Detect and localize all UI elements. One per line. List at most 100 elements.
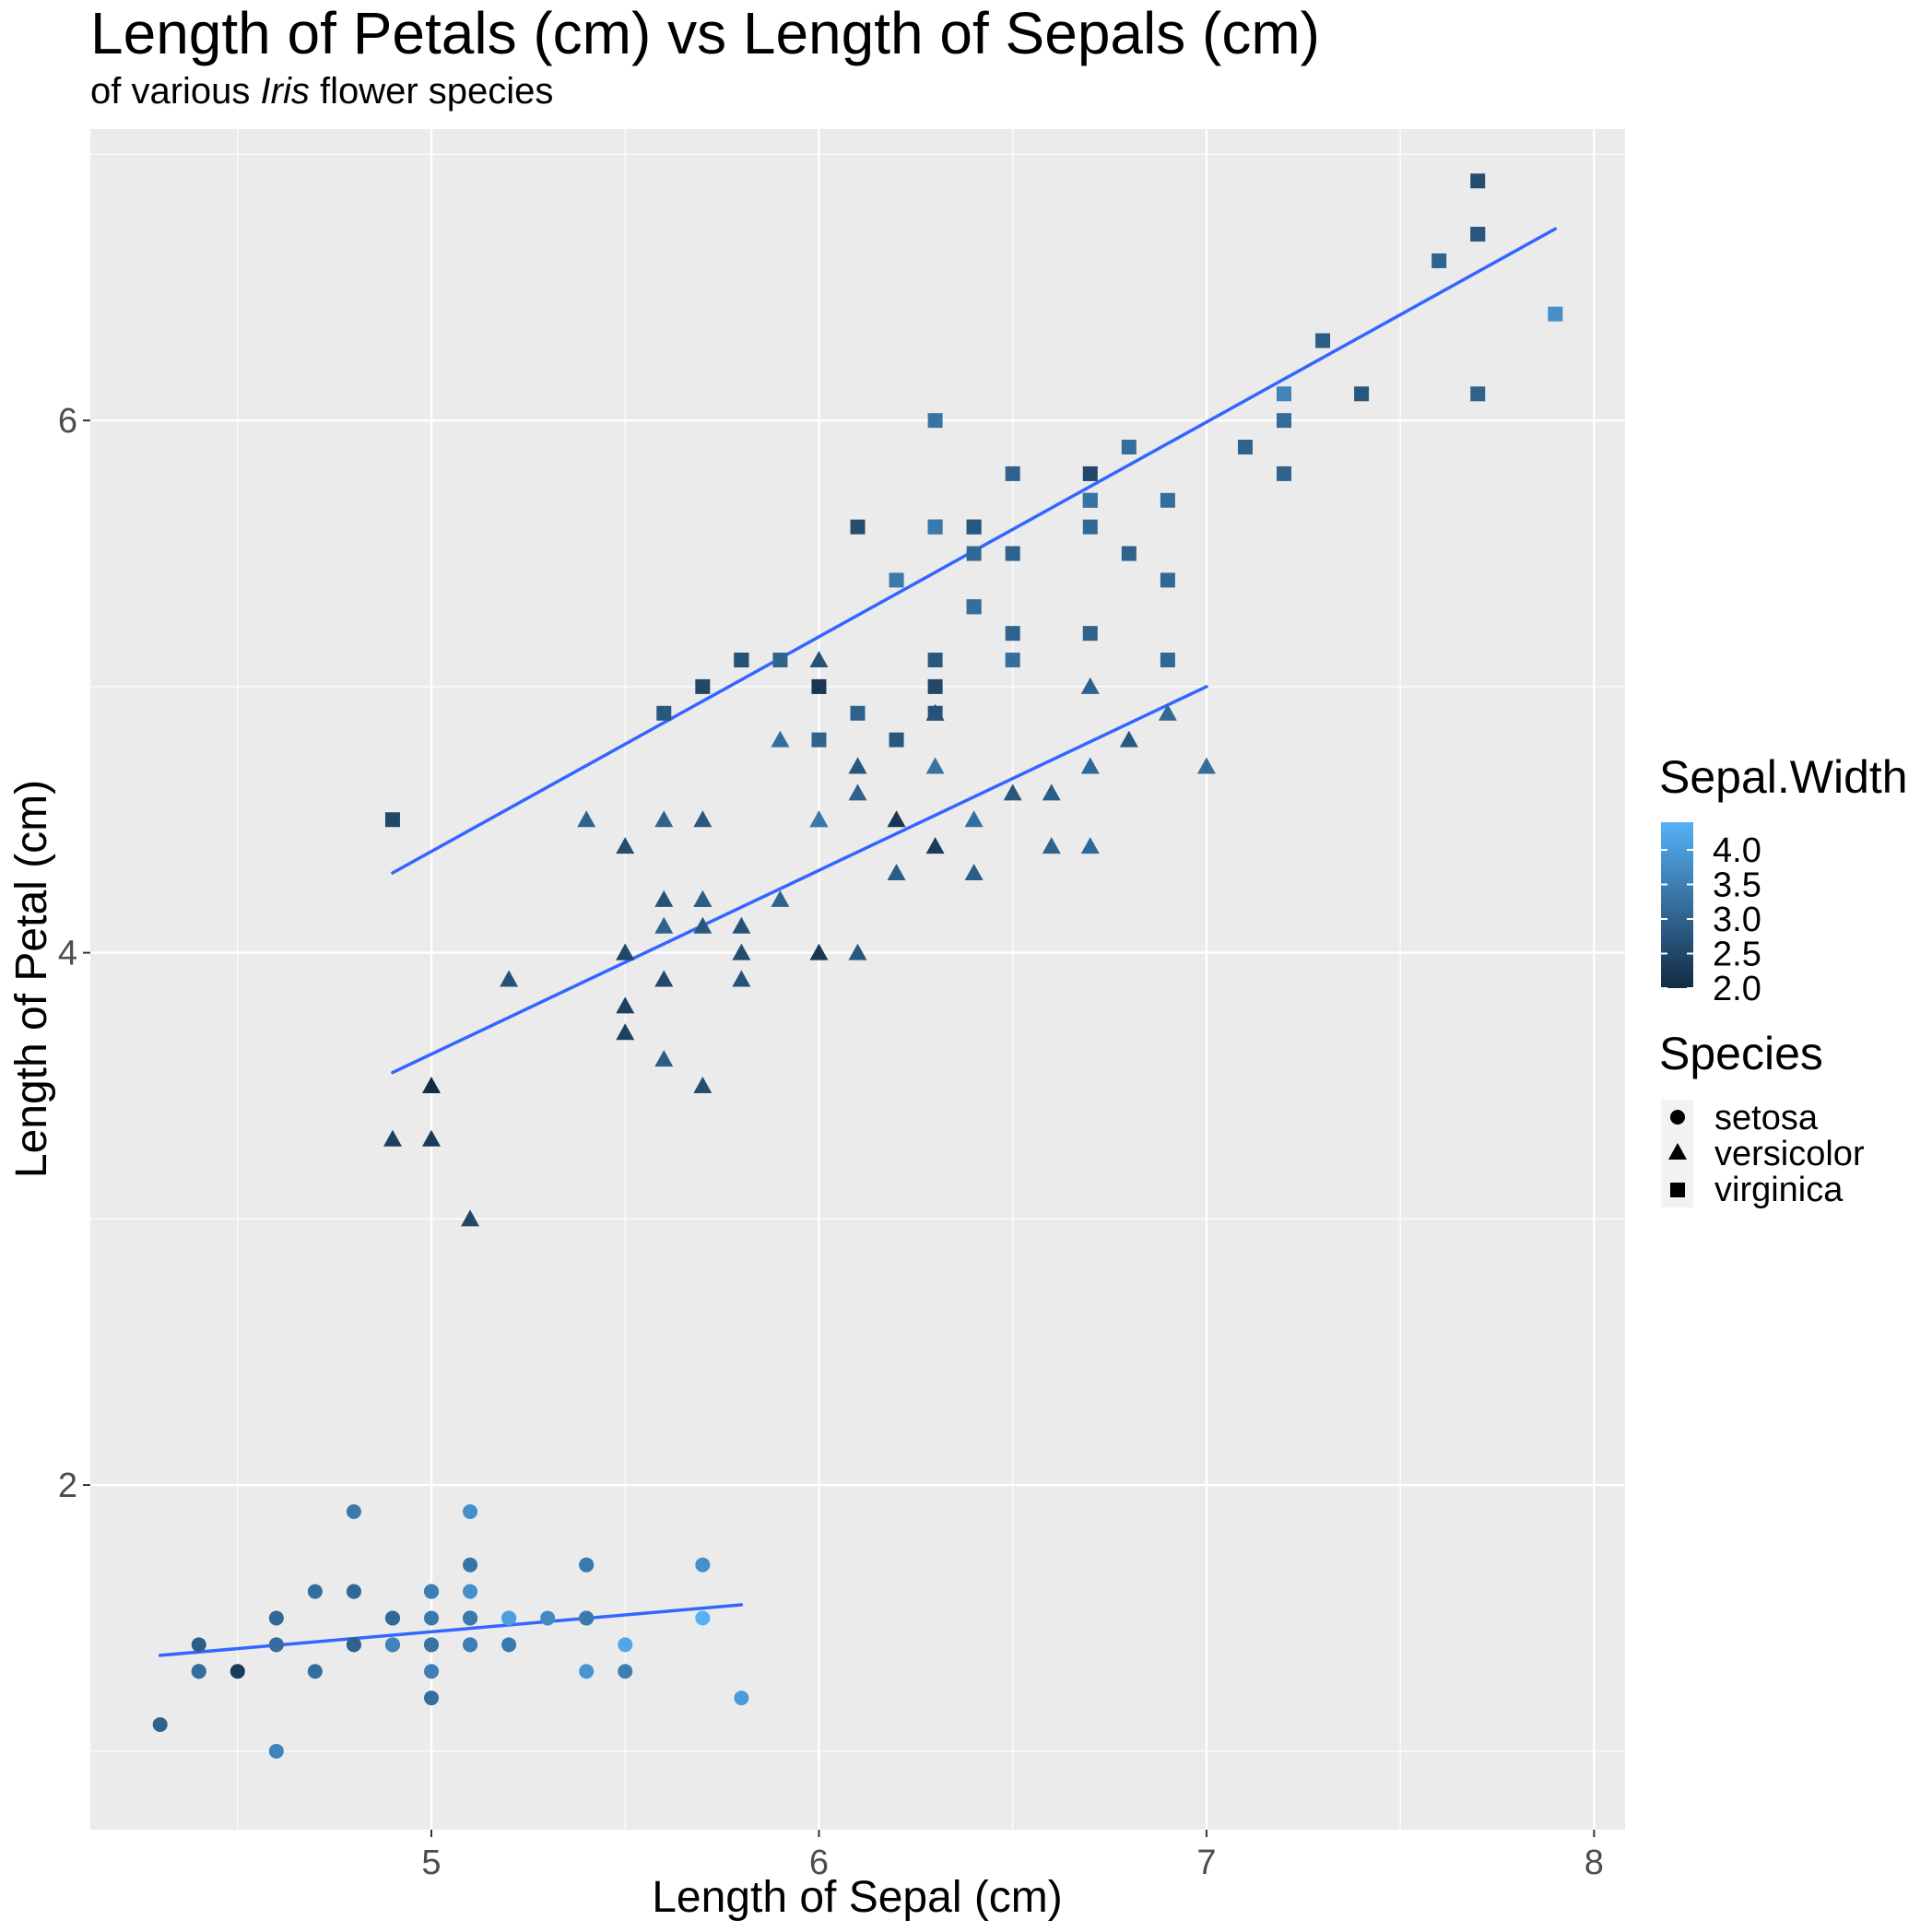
- point-setosa: [579, 1557, 595, 1573]
- point-setosa: [618, 1664, 633, 1679]
- y-tick-label: 2: [58, 1467, 77, 1505]
- point-virginica: [384, 812, 400, 828]
- colorbar-label: 4.0: [1713, 831, 1761, 870]
- point-versicolor: [925, 757, 945, 774]
- point-versicolor: [1080, 837, 1100, 854]
- point-versicolor: [964, 864, 984, 881]
- point-virginica: [966, 519, 982, 535]
- point-setosa: [268, 1610, 284, 1626]
- x-axis-title: Length of Sepal (cm): [652, 1873, 1063, 1922]
- x-tick-label: 5: [421, 1844, 441, 1882]
- point-versicolor: [1003, 783, 1022, 801]
- point-versicolor: [771, 889, 790, 907]
- point-versicolor: [848, 783, 867, 801]
- point-versicolor: [654, 916, 674, 934]
- point-versicolor: [693, 810, 713, 828]
- point-versicolor: [732, 916, 751, 934]
- point-virginica: [1005, 546, 1020, 561]
- data-points: [152, 173, 1563, 1759]
- point-versicolor: [616, 837, 635, 854]
- point-versicolor: [809, 943, 829, 960]
- plot-background: [90, 129, 1625, 1830]
- point-setosa: [152, 1716, 168, 1732]
- legend-circle-icon: [1670, 1110, 1685, 1125]
- point-versicolor: [771, 730, 790, 748]
- x-tick-label: 6: [809, 1844, 829, 1882]
- point-versicolor: [422, 1129, 441, 1147]
- point-versicolor: [654, 889, 674, 907]
- colorbar-ticks: 2.02.53.03.54.0: [1661, 831, 1761, 1008]
- point-virginica: [1082, 492, 1098, 508]
- point-virginica: [1160, 572, 1175, 588]
- point-setosa: [501, 1610, 517, 1626]
- point-virginica: [927, 413, 943, 429]
- chart-title: Length of Petals (cm) vs Length of Sepal…: [90, 0, 1320, 66]
- legend-label-setosa: setosa: [1714, 1099, 1819, 1137]
- point-versicolor: [616, 943, 635, 960]
- point-virginica: [1470, 386, 1486, 402]
- shape-legend: Species setosa versicolor virginica: [1659, 1028, 1865, 1209]
- point-virginica: [811, 732, 827, 748]
- point-versicolor: [848, 943, 867, 960]
- point-virginica: [966, 599, 982, 615]
- shape-legend-keys: [1661, 1100, 1693, 1208]
- point-virginica: [1121, 546, 1137, 561]
- point-setosa: [307, 1664, 323, 1679]
- point-versicolor: [732, 970, 751, 987]
- point-virginica: [1548, 306, 1563, 322]
- point-versicolor: [1158, 703, 1177, 721]
- point-versicolor: [1196, 757, 1216, 774]
- point-setosa: [268, 1743, 284, 1759]
- point-versicolor: [616, 1023, 635, 1041]
- point-setosa: [695, 1557, 711, 1573]
- point-virginica: [850, 705, 866, 721]
- trend-line-versicolor: [391, 685, 1208, 1075]
- point-setosa: [579, 1610, 595, 1626]
- point-virginica: [1005, 626, 1020, 642]
- point-setosa: [307, 1584, 323, 1599]
- shape-legend-title: Species: [1659, 1028, 1823, 1079]
- point-virginica: [889, 572, 904, 588]
- point-virginica: [1354, 386, 1370, 402]
- point-virginica: [811, 678, 827, 694]
- point-virginica: [1277, 465, 1291, 481]
- subtitle-pre: of various: [90, 71, 261, 112]
- chart-subtitle: of various Iris flower species: [90, 71, 553, 112]
- point-setosa: [424, 1610, 439, 1626]
- point-setosa: [463, 1610, 478, 1626]
- point-versicolor: [461, 1209, 480, 1227]
- point-versicolor: [887, 864, 906, 881]
- point-versicolor: [693, 916, 713, 934]
- point-virginica: [1315, 333, 1331, 348]
- x-axis: 5 6 7 8: [421, 1830, 1604, 1882]
- point-setosa: [463, 1584, 478, 1599]
- plot-panel: [90, 129, 1625, 1830]
- point-versicolor: [925, 837, 945, 854]
- point-versicolor: [809, 810, 829, 828]
- y-axis-title: Length of Petal (cm): [7, 780, 56, 1178]
- point-setosa: [424, 1637, 439, 1653]
- legend-label-versicolor: versicolor: [1714, 1135, 1865, 1173]
- point-virginica: [1121, 440, 1137, 455]
- point-versicolor: [1119, 730, 1138, 748]
- point-setosa: [346, 1503, 361, 1519]
- point-virginica: [1277, 386, 1291, 402]
- x-tick-label: 8: [1584, 1844, 1604, 1882]
- point-virginica: [1237, 440, 1253, 455]
- point-virginica: [1005, 653, 1020, 668]
- point-virginica: [1005, 465, 1020, 481]
- minor-gridlines: [90, 129, 1625, 1830]
- y-tick-label: 6: [58, 402, 77, 441]
- colorbar-label: 2.5: [1713, 936, 1761, 974]
- x-tick-label: 7: [1196, 1844, 1216, 1882]
- point-versicolor: [809, 651, 829, 668]
- point-virginica: [927, 653, 943, 668]
- point-setosa: [618, 1637, 633, 1653]
- point-virginica: [966, 546, 982, 561]
- point-virginica: [1160, 653, 1175, 668]
- subtitle-italic: Iris: [261, 71, 310, 112]
- point-versicolor: [616, 996, 635, 1014]
- point-setosa: [191, 1637, 206, 1653]
- point-virginica: [656, 705, 672, 721]
- legend-triangle-icon: [1668, 1143, 1687, 1160]
